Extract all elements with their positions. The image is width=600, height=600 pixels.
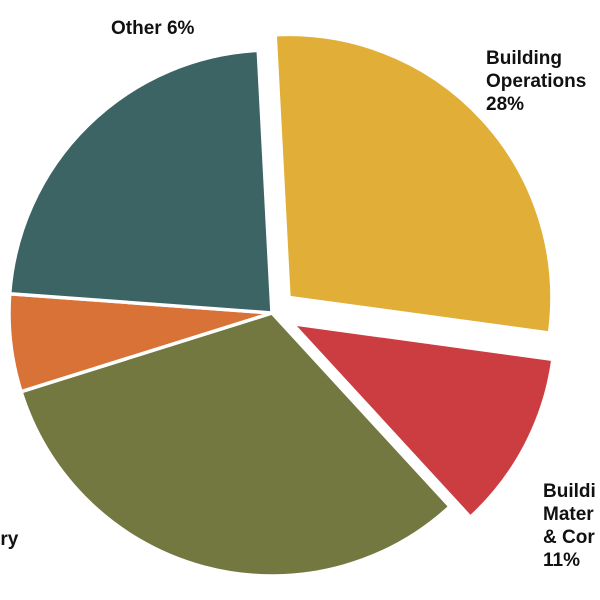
slice-label-3: try	[0, 529, 19, 550]
slices-layer	[7, 32, 555, 578]
slice-label-4: Other 6%	[111, 18, 195, 39]
pie-slice-2	[290, 321, 555, 519]
slice-label-1: Building Operations 28%	[486, 48, 586, 115]
labels-layer: Building Operations 28% Buildi Mater & Cor 11%…	[0, 18, 596, 571]
pie-slice-5	[7, 48, 274, 315]
slice-label-2: Buildi Mater & Cor 11%	[543, 481, 596, 571]
slice-label-4-line-1: Other 6%	[111, 18, 195, 39]
slice-label-2-line-1: Buildi	[543, 481, 596, 502]
pie-slice-3	[19, 311, 452, 578]
slice-label-3-line-1: try	[0, 529, 19, 550]
pie-slice-1	[273, 32, 554, 335]
slice-label-1-line-1: Building	[486, 48, 562, 69]
slice-label-2-line-2: Mater	[543, 504, 594, 525]
slice-label-2-line-3: & Cor	[543, 527, 595, 548]
slice-label-1-line-3: 28%	[486, 94, 524, 115]
slice-label-1-line-2: Operations	[486, 71, 586, 92]
slice-label-2-line-4: 11%	[543, 550, 580, 571]
